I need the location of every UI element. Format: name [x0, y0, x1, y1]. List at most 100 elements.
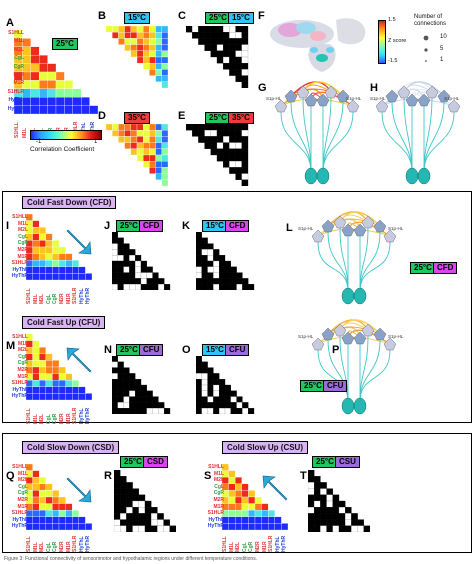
col-labels-i: S1HLL M1L M2L CgL CgR M2R M1R S1HLR HyThL HyThR — [26, 284, 106, 306]
significance-cell — [117, 402, 124, 409]
significance-cell — [314, 488, 321, 495]
heatmap-cell — [32, 220, 40, 228]
significance-cell — [140, 390, 147, 397]
tag-25c-n: 25°C — [116, 344, 142, 356]
row-label: S1HLR — [11, 380, 28, 387]
heatmap-cell — [30, 80, 40, 89]
significance-cell — [326, 500, 333, 508]
significance-cell — [126, 513, 133, 520]
significance-cell — [219, 390, 226, 397]
heatmap-cell — [248, 523, 256, 531]
heatmap-cell — [32, 373, 40, 381]
tag-25c-t: 25°C — [312, 456, 338, 468]
significance-cell — [224, 390, 231, 397]
significance-cell — [219, 266, 226, 273]
significance-cell — [185, 25, 193, 33]
significance-cell — [140, 396, 147, 403]
panel-label-q: Q — [6, 470, 15, 482]
significance-cell — [111, 260, 118, 267]
heatmap-cell — [124, 142, 131, 149]
heatmap-cell — [228, 516, 236, 524]
heatmap-cell — [32, 366, 40, 374]
heatmap-cell — [52, 503, 60, 511]
heatmap-cell — [39, 246, 46, 254]
significance-cell — [229, 142, 236, 149]
row-label: HyThR — [11, 523, 28, 530]
zscore-top: 1.5 — [388, 17, 396, 23]
heatmap-cell — [124, 38, 131, 45]
connection-line — [359, 231, 381, 293]
panel-label-f: F — [258, 10, 265, 22]
significance-cell — [195, 231, 202, 238]
significance-cell — [146, 284, 153, 291]
heatmap-cell — [30, 46, 40, 56]
heatmap-cell — [248, 503, 256, 511]
heatmap-cell — [118, 38, 125, 45]
heatmap-cell — [78, 523, 86, 531]
significance-cell — [224, 284, 231, 291]
heatmap-cell — [52, 496, 60, 504]
significance-cell — [320, 519, 327, 526]
significance-cell — [195, 379, 202, 386]
panel-label-j: J — [104, 220, 111, 232]
heatmap-cell — [32, 510, 40, 517]
significance-cell — [185, 123, 193, 131]
heatmap-cell — [241, 516, 249, 524]
column-label: S1HLL — [14, 122, 20, 138]
row-label: M1L — [214, 470, 224, 477]
significance-cell — [229, 50, 236, 58]
significance-cell — [332, 513, 340, 520]
significance-cell — [198, 130, 205, 137]
node-label: S1p-HL — [370, 96, 386, 101]
significance-cell — [241, 173, 249, 180]
significance-cell — [216, 123, 224, 131]
hypothalamus-node — [353, 287, 367, 305]
heatmap-cell — [130, 50, 138, 58]
heatmap-cell — [149, 44, 156, 51]
heatmap-cell — [155, 142, 162, 149]
heatmap-cell — [124, 44, 131, 51]
heatmap-cell — [268, 510, 275, 517]
heatmap-cell — [85, 393, 93, 401]
heatmap-cell — [241, 523, 249, 531]
connection-line — [327, 339, 349, 403]
significance-cell — [207, 272, 214, 279]
significance-cell — [235, 63, 242, 70]
significance-cell — [307, 494, 315, 502]
significance-cell — [144, 507, 152, 514]
heatmap-cell — [78, 266, 86, 274]
significance-cell — [123, 367, 130, 374]
heatmap-cell — [228, 470, 236, 478]
significance-cell — [123, 243, 130, 250]
column-label: M1L — [32, 294, 39, 304]
significance-cell — [111, 243, 118, 250]
tag-cfd-l: CFD — [433, 262, 458, 274]
column-label: S1HLL — [222, 536, 228, 552]
significance-cell — [213, 284, 220, 291]
significance-cell — [132, 525, 139, 533]
brain-region-node — [333, 215, 347, 229]
row-label: M1R — [213, 503, 224, 510]
significance-cell — [338, 519, 346, 526]
heatmap-cell — [130, 38, 138, 45]
significance-cell — [135, 396, 142, 403]
significance-cell — [320, 500, 327, 508]
heatmap-cell — [235, 523, 242, 531]
significance-cell — [201, 260, 208, 267]
significance-cell — [235, 136, 242, 143]
column-label: M2R — [59, 541, 65, 552]
heatmap-cell — [149, 50, 156, 58]
significance-cell — [129, 266, 136, 273]
significance-cell — [146, 402, 153, 409]
significance-cell — [129, 255, 136, 262]
significance-cell — [235, 69, 242, 76]
heatmap-cell — [64, 97, 73, 106]
significance-cell — [219, 278, 226, 285]
significance-cell — [213, 266, 220, 273]
matrix-n-svg — [111, 355, 171, 415]
hypothalamus-node — [316, 167, 330, 185]
heatmap-cell — [52, 266, 60, 274]
significance-cell — [120, 488, 127, 495]
significance-cell — [223, 38, 230, 45]
significance-cell — [195, 373, 202, 380]
